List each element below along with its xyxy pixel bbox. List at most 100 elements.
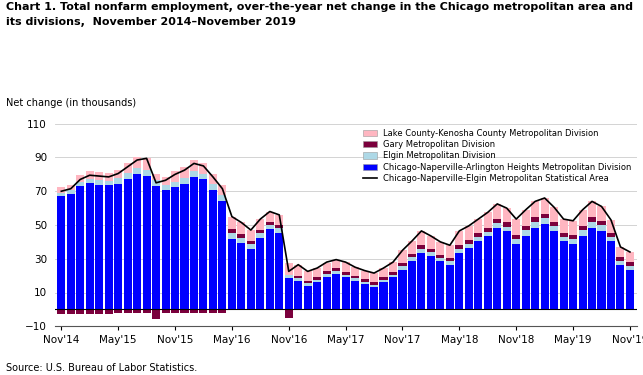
Bar <box>332 268 340 271</box>
Bar <box>228 232 236 238</box>
Bar <box>199 309 208 313</box>
Bar <box>266 211 274 222</box>
Bar <box>427 249 435 252</box>
Bar <box>332 274 340 309</box>
Bar <box>95 172 104 180</box>
Bar <box>247 249 255 309</box>
Bar <box>77 309 84 314</box>
Bar <box>617 265 624 309</box>
Bar <box>361 279 368 282</box>
Bar <box>465 248 473 309</box>
Bar <box>323 272 331 274</box>
Bar <box>114 309 122 313</box>
Bar <box>199 179 208 309</box>
Bar <box>550 226 558 231</box>
Bar <box>550 207 558 222</box>
Bar <box>123 172 132 178</box>
Bar <box>332 271 340 274</box>
Bar <box>86 183 94 309</box>
Bar <box>190 177 198 309</box>
Bar <box>219 309 226 313</box>
Bar <box>399 263 406 266</box>
Bar <box>389 272 397 275</box>
Bar <box>588 228 596 309</box>
Bar <box>379 280 388 282</box>
Bar <box>171 187 179 309</box>
Bar <box>303 280 312 283</box>
Bar <box>607 220 615 232</box>
Bar <box>389 275 397 278</box>
Bar <box>228 229 236 232</box>
Bar <box>341 278 350 309</box>
Bar <box>152 186 160 309</box>
Bar <box>133 174 141 309</box>
Bar <box>626 262 634 266</box>
Bar <box>361 282 368 284</box>
Bar <box>541 218 548 224</box>
Bar <box>399 266 406 270</box>
Bar <box>521 236 530 309</box>
Bar <box>465 244 473 248</box>
Bar <box>105 185 113 309</box>
Bar <box>77 182 84 186</box>
Bar <box>569 221 577 235</box>
Bar <box>484 228 492 232</box>
Bar <box>617 247 624 257</box>
Bar <box>332 260 340 268</box>
Bar <box>57 193 66 196</box>
Bar <box>285 309 293 318</box>
Bar <box>531 201 539 217</box>
Bar <box>475 233 482 237</box>
Bar <box>123 309 132 313</box>
Bar <box>493 204 502 219</box>
Bar <box>408 261 416 309</box>
Bar <box>133 168 141 174</box>
Bar <box>143 176 150 309</box>
Bar <box>427 256 435 309</box>
Bar <box>512 239 520 244</box>
Bar <box>541 224 548 309</box>
Bar <box>152 180 160 186</box>
Bar <box>161 185 170 190</box>
Bar <box>569 239 577 244</box>
Bar <box>294 265 302 276</box>
Bar <box>541 214 548 218</box>
Bar <box>512 219 520 235</box>
Bar <box>237 222 246 234</box>
Bar <box>559 241 568 309</box>
Bar <box>437 261 444 309</box>
Bar <box>512 235 520 239</box>
Bar <box>379 282 388 309</box>
Bar <box>67 190 75 194</box>
Bar <box>361 284 368 309</box>
Bar <box>95 180 104 184</box>
Bar <box>190 160 198 171</box>
Bar <box>57 309 66 314</box>
Bar <box>521 226 530 230</box>
Bar <box>294 276 302 278</box>
Bar <box>133 157 141 168</box>
Bar <box>190 171 198 177</box>
Bar <box>475 219 482 233</box>
Bar <box>323 274 331 278</box>
Bar <box>579 230 586 236</box>
Bar <box>588 217 596 222</box>
Bar <box>341 275 350 278</box>
Bar <box>437 242 444 255</box>
Bar <box>133 309 141 313</box>
Bar <box>285 275 293 278</box>
Bar <box>171 309 179 313</box>
Bar <box>57 187 66 193</box>
Bar <box>114 184 122 309</box>
Bar <box>95 184 104 309</box>
Bar <box>531 222 539 228</box>
Bar <box>323 263 331 272</box>
Bar <box>370 282 378 285</box>
Bar <box>607 241 615 309</box>
Bar <box>247 230 255 241</box>
Bar <box>370 287 378 309</box>
Bar <box>143 170 150 176</box>
Bar <box>67 194 75 309</box>
Bar <box>446 258 454 261</box>
Bar <box>67 309 75 314</box>
